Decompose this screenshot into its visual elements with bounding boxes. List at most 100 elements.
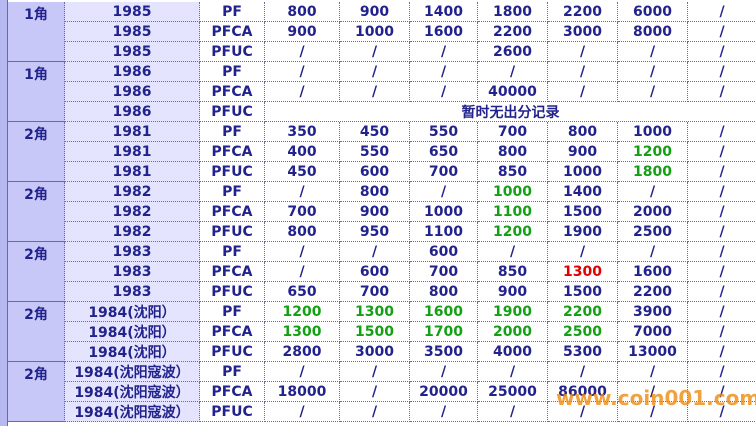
price-cell: 550 bbox=[340, 142, 410, 162]
price-cell: 1500 bbox=[548, 202, 618, 222]
price-cell: / bbox=[688, 2, 756, 22]
price-cell: / bbox=[688, 42, 756, 62]
price-cell: 1200 bbox=[478, 222, 548, 242]
price-cell: / bbox=[688, 402, 756, 422]
price-cell: / bbox=[688, 162, 756, 182]
price-cell: 700 bbox=[410, 162, 478, 182]
price-cell: / bbox=[688, 202, 756, 222]
watermark: www.coin001.com bbox=[556, 386, 756, 410]
price-cell: / bbox=[688, 302, 756, 322]
grade: PF bbox=[200, 62, 265, 82]
price-cell: 600 bbox=[340, 262, 410, 282]
grade: PFUC bbox=[200, 342, 265, 362]
price-cell: 7000 bbox=[618, 322, 688, 342]
price-cell: 2500 bbox=[548, 322, 618, 342]
price-cell: 800 bbox=[410, 282, 478, 302]
denomination: 2角 bbox=[8, 362, 65, 422]
price-cell: / bbox=[548, 42, 618, 62]
price-cell: / bbox=[340, 402, 410, 422]
year: 1982 bbox=[65, 182, 200, 202]
price-cell: 1800 bbox=[618, 162, 688, 182]
price-cell: 18000 bbox=[265, 382, 340, 402]
grade: PF bbox=[200, 302, 265, 322]
price-cell: 550 bbox=[410, 122, 478, 142]
price-cell: 900 bbox=[340, 2, 410, 22]
price-cell: 800 bbox=[478, 142, 548, 162]
price-cell: 900 bbox=[265, 22, 340, 42]
price-cell: 850 bbox=[478, 262, 548, 282]
price-cell: / bbox=[410, 62, 478, 82]
price-cell: 450 bbox=[340, 122, 410, 142]
price-cell: 25000 bbox=[478, 382, 548, 402]
year: 1984(沈阳寇波） bbox=[65, 382, 200, 402]
price-cell: 650 bbox=[265, 282, 340, 302]
price-cell: 950 bbox=[340, 222, 410, 242]
price-cell: 650 bbox=[410, 142, 478, 162]
price-cell: 13000 bbox=[618, 342, 688, 362]
grade: PFCA bbox=[200, 82, 265, 102]
price-cell: 800 bbox=[265, 2, 340, 22]
price-cell: 1900 bbox=[548, 222, 618, 242]
price-cell: / bbox=[548, 362, 618, 382]
grade: PFCA bbox=[200, 322, 265, 342]
year: 1986 bbox=[65, 62, 200, 82]
year: 1983 bbox=[65, 242, 200, 262]
price-cell: 1400 bbox=[410, 2, 478, 22]
grade: PF bbox=[200, 122, 265, 142]
price-cell: / bbox=[688, 282, 756, 302]
price-cell: / bbox=[548, 402, 618, 422]
price-cell: / bbox=[265, 402, 340, 422]
price-cell: 1000 bbox=[478, 182, 548, 202]
year: 1985 bbox=[65, 22, 200, 42]
price-cell: 3900 bbox=[618, 302, 688, 322]
price-cell: / bbox=[265, 62, 340, 82]
price-cell: 1500 bbox=[548, 282, 618, 302]
price-cell: / bbox=[688, 382, 756, 402]
price-cell: / bbox=[618, 382, 688, 402]
price-cell: 3000 bbox=[548, 22, 618, 42]
price-cell: / bbox=[410, 362, 478, 382]
year: 1982 bbox=[65, 202, 200, 222]
price-cell: / bbox=[618, 362, 688, 382]
price-cell: 40000 bbox=[478, 82, 548, 102]
price-cell: / bbox=[618, 402, 688, 422]
price-cell: 1300 bbox=[548, 262, 618, 282]
year: 1985 bbox=[65, 42, 200, 62]
year: 1984(沈阳） bbox=[65, 342, 200, 362]
price-cell: / bbox=[478, 402, 548, 422]
price-cell: 2200 bbox=[478, 22, 548, 42]
denomination: 1角 bbox=[8, 2, 65, 62]
price-cell: 700 bbox=[340, 282, 410, 302]
price-cell: / bbox=[618, 82, 688, 102]
price-cell: 1600 bbox=[618, 262, 688, 282]
year: 1983 bbox=[65, 262, 200, 282]
price-cell: 6000 bbox=[618, 2, 688, 22]
price-cell: / bbox=[548, 242, 618, 262]
year: 1984(沈阳） bbox=[65, 302, 200, 322]
price-cell: / bbox=[340, 242, 410, 262]
year: 1984(沈阳寇波） bbox=[65, 402, 200, 422]
price-cell: 1400 bbox=[548, 182, 618, 202]
price-cell: / bbox=[340, 382, 410, 402]
grade: PFCA bbox=[200, 142, 265, 162]
price-cell: 1000 bbox=[618, 122, 688, 142]
price-cell: / bbox=[618, 242, 688, 262]
price-cell: 1000 bbox=[340, 22, 410, 42]
grade: PFUC bbox=[200, 162, 265, 182]
year: 1984(沈阳） bbox=[65, 322, 200, 342]
denomination: 1角 bbox=[8, 62, 65, 122]
grade: PF bbox=[200, 182, 265, 202]
price-cell: 800 bbox=[340, 182, 410, 202]
price-cell: / bbox=[688, 342, 756, 362]
note: 暂时无出分记录 bbox=[265, 102, 756, 122]
price-cell: / bbox=[618, 42, 688, 62]
price-cell: 1300 bbox=[340, 302, 410, 322]
price-cell: / bbox=[265, 262, 340, 282]
price-cell: 1100 bbox=[478, 202, 548, 222]
price-cell: 3500 bbox=[410, 342, 478, 362]
price-cell: / bbox=[688, 242, 756, 262]
year: 1981 bbox=[65, 162, 200, 182]
price-cell: 86000 bbox=[548, 382, 618, 402]
price-cell: 900 bbox=[478, 282, 548, 302]
price-cell: / bbox=[688, 142, 756, 162]
